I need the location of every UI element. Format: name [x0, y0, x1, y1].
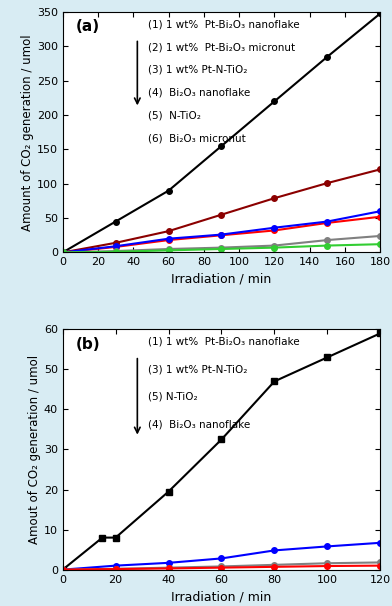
- Text: (a): (a): [75, 19, 100, 35]
- Text: (3) 1 wt% Pt-N-TiO₂: (3) 1 wt% Pt-N-TiO₂: [149, 65, 248, 75]
- Y-axis label: Amount of CO₂ generation / umol: Amount of CO₂ generation / umol: [21, 34, 34, 231]
- Text: (2) 1 wt%  Pt-Bi₂O₃ micronut: (2) 1 wt% Pt-Bi₂O₃ micronut: [149, 42, 296, 52]
- Text: (4)  Bi₂O₃ nanoflake: (4) Bi₂O₃ nanoflake: [149, 88, 251, 98]
- Y-axis label: Amout of CO₂ generation / umol: Amout of CO₂ generation / umol: [28, 355, 41, 544]
- X-axis label: Irradiation / min: Irradiation / min: [171, 273, 272, 286]
- Text: (5) N-TiO₂: (5) N-TiO₂: [149, 392, 198, 402]
- X-axis label: Irradiation / min: Irradiation / min: [171, 590, 272, 603]
- Text: (6)  Bi₂O₃ micronut: (6) Bi₂O₃ micronut: [149, 133, 246, 144]
- Text: (1) 1 wt%  Pt-Bi₂O₃ nanoflake: (1) 1 wt% Pt-Bi₂O₃ nanoflake: [149, 19, 300, 29]
- Text: (5)  N-TiO₂: (5) N-TiO₂: [149, 111, 201, 121]
- Text: (3) 1 wt% Pt-N-TiO₂: (3) 1 wt% Pt-N-TiO₂: [149, 364, 248, 374]
- Text: (b): (b): [75, 336, 100, 351]
- Text: (1) 1 wt%  Pt-Bi₂O₃ nanoflake: (1) 1 wt% Pt-Bi₂O₃ nanoflake: [149, 336, 300, 347]
- Text: (4)  Bi₂O₃ nanoflake: (4) Bi₂O₃ nanoflake: [149, 419, 251, 430]
